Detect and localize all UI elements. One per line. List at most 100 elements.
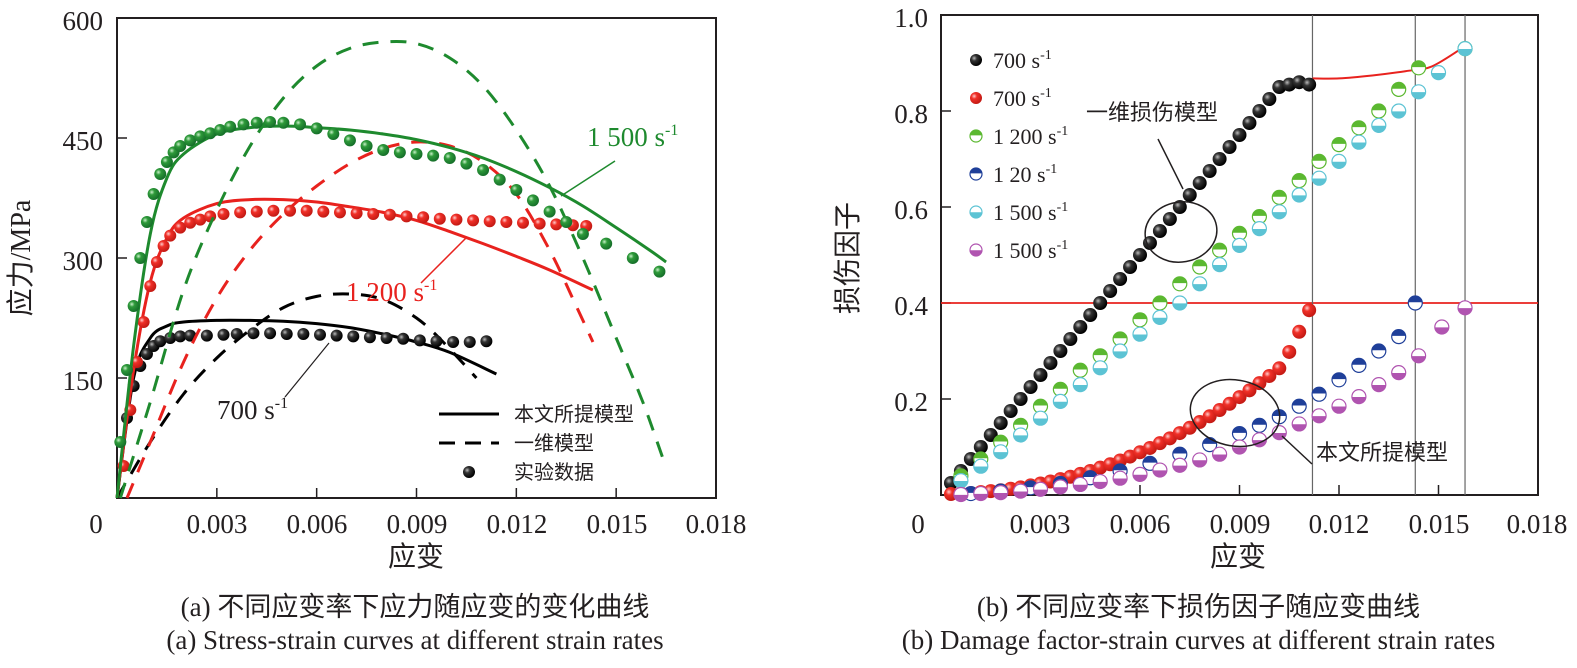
data-point — [393, 146, 406, 159]
data-point — [174, 221, 187, 234]
data-point — [377, 144, 390, 156]
legend-marker — [969, 167, 983, 181]
data-point — [147, 188, 160, 200]
annotation-proposed: 本文所提模型 — [1316, 440, 1448, 465]
data-point — [433, 212, 446, 225]
data-point — [450, 213, 463, 226]
data-point — [1072, 377, 1088, 393]
data-point — [1202, 164, 1217, 178]
data-point — [600, 237, 613, 250]
marker-body — [1053, 344, 1068, 358]
data-point — [447, 336, 460, 348]
data-point — [164, 229, 177, 242]
data-point — [1434, 319, 1450, 335]
y-tick-label: 1.0 — [894, 3, 928, 33]
data-point — [194, 213, 207, 226]
y-tick-label: 450 — [63, 126, 104, 156]
marker-fill — [1013, 491, 1028, 499]
data-point — [1192, 452, 1208, 468]
data-point — [1331, 137, 1347, 153]
annotation-1500-sup: -1 — [665, 122, 678, 139]
data-point — [1103, 284, 1118, 298]
marker-body — [1152, 224, 1167, 238]
marker-fill — [1458, 308, 1473, 315]
marker-fill — [1202, 437, 1217, 444]
data-point — [1052, 479, 1069, 495]
data-point — [1113, 272, 1128, 286]
marker-fill — [1351, 396, 1366, 404]
data-point — [1391, 81, 1407, 98]
marker-fill — [1033, 418, 1048, 426]
legend-label-text: 1 20 s — [993, 162, 1046, 187]
data-point — [1123, 260, 1138, 274]
data-point — [154, 168, 167, 180]
x-tick-label: 0.003 — [187, 509, 248, 539]
data-point — [350, 207, 363, 220]
marker-fill — [1292, 173, 1307, 180]
marker-fill — [1332, 406, 1346, 414]
marker-fill — [1093, 348, 1108, 356]
data-point — [1211, 446, 1228, 462]
legend-label: 1 20 s-1 — [993, 162, 1057, 187]
annotation-ellipse-proposed — [1189, 378, 1281, 448]
x-tick-label: 0.009 — [1210, 509, 1271, 539]
data-point — [1302, 77, 1317, 92]
y-tick-label: 0.2 — [894, 387, 928, 417]
marker-fill — [1083, 470, 1098, 478]
data-point — [1311, 408, 1327, 424]
marker-fill — [1212, 454, 1227, 462]
annotation-leader-1200 — [420, 236, 468, 284]
data-point — [1291, 416, 1307, 432]
data-point — [330, 329, 343, 342]
data-point — [1371, 377, 1387, 393]
data-point — [1132, 466, 1148, 482]
data-point — [154, 335, 167, 348]
data-point — [160, 156, 173, 168]
data-point — [150, 256, 163, 268]
marker-body — [973, 440, 988, 454]
data-point — [500, 216, 513, 228]
marker-fill — [1292, 195, 1307, 202]
marker-body — [1182, 188, 1197, 202]
data-point — [140, 348, 153, 360]
marker-fill — [1411, 356, 1426, 363]
x-tick-label: 0 — [911, 509, 925, 539]
data-point — [526, 194, 539, 207]
marker-body — [1172, 200, 1187, 214]
annotation-1200-sup: -1 — [424, 277, 437, 294]
data-point — [1012, 427, 1029, 443]
data-point — [1112, 343, 1128, 359]
legend-label: 1 200 s-1 — [993, 124, 1068, 149]
marker-fill — [1434, 327, 1449, 334]
data-point — [343, 134, 356, 147]
data-point — [277, 116, 290, 129]
legend-label-sup: -1 — [1046, 162, 1058, 177]
data-point — [1172, 457, 1188, 473]
data-point — [264, 327, 277, 340]
data-point — [1092, 348, 1108, 364]
data-point — [363, 331, 376, 344]
y-tick-label: 0.8 — [894, 99, 928, 129]
series-1500-marker — [114, 116, 666, 448]
data-point — [576, 228, 589, 240]
data-point — [1311, 153, 1327, 169]
marker-fill — [970, 250, 982, 256]
marker-fill — [973, 452, 988, 459]
legend-label-text: 700 s — [993, 86, 1040, 111]
data-point — [993, 485, 1009, 501]
data-point — [430, 335, 443, 348]
marker-body — [1242, 116, 1257, 130]
x-tick-label: 0 — [89, 509, 103, 539]
marker-body — [1063, 332, 1078, 346]
x-tick-label: 0.018 — [1507, 509, 1568, 539]
data-point — [973, 440, 988, 454]
data-point — [410, 148, 423, 160]
data-point — [1231, 237, 1248, 253]
series-group-a — [114, 39, 667, 499]
data-point — [543, 205, 556, 218]
data-point — [483, 215, 496, 228]
data-point — [140, 216, 153, 228]
data-point — [463, 336, 476, 348]
data-point — [1242, 116, 1257, 130]
data-point — [1032, 398, 1049, 414]
